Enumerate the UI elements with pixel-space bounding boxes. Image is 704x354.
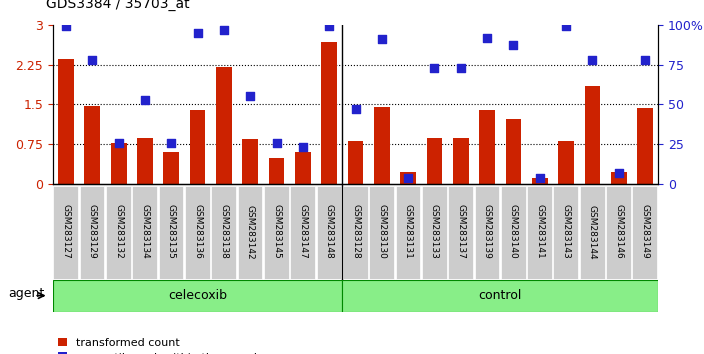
- FancyBboxPatch shape: [501, 186, 526, 279]
- FancyBboxPatch shape: [185, 186, 210, 279]
- Point: [244, 93, 256, 99]
- Point: [324, 23, 335, 29]
- Text: GSM283136: GSM283136: [193, 204, 202, 259]
- Point: [613, 170, 624, 176]
- Bar: [295, 152, 310, 184]
- Text: GSM283133: GSM283133: [430, 204, 439, 259]
- Text: GSM283134: GSM283134: [140, 205, 149, 259]
- Bar: [637, 108, 653, 184]
- Bar: [584, 86, 601, 184]
- Text: GSM283148: GSM283148: [325, 205, 334, 259]
- Point: [508, 42, 519, 48]
- Text: GSM283143: GSM283143: [562, 205, 571, 259]
- FancyBboxPatch shape: [448, 186, 473, 279]
- FancyBboxPatch shape: [606, 186, 631, 279]
- Bar: [269, 158, 284, 184]
- Point: [639, 57, 650, 63]
- Point: [560, 23, 572, 29]
- FancyBboxPatch shape: [132, 186, 157, 279]
- Bar: [111, 143, 127, 184]
- Bar: [53, 280, 342, 312]
- FancyBboxPatch shape: [264, 186, 289, 279]
- FancyBboxPatch shape: [54, 186, 78, 279]
- Point: [271, 140, 282, 145]
- FancyBboxPatch shape: [396, 186, 420, 279]
- Bar: [137, 138, 153, 184]
- Text: GSM283145: GSM283145: [272, 205, 281, 259]
- Bar: [479, 110, 495, 184]
- Point: [587, 57, 598, 63]
- FancyBboxPatch shape: [474, 186, 499, 279]
- Legend: transformed count, percentile rank within the sample: transformed count, percentile rank withi…: [58, 338, 264, 354]
- FancyBboxPatch shape: [632, 186, 658, 279]
- Text: GSM283149: GSM283149: [641, 205, 650, 259]
- Bar: [401, 172, 416, 184]
- Bar: [321, 42, 337, 184]
- Bar: [163, 152, 179, 184]
- FancyBboxPatch shape: [527, 186, 552, 279]
- Text: GSM283142: GSM283142: [246, 205, 255, 259]
- Text: GSM283140: GSM283140: [509, 205, 518, 259]
- Point: [165, 140, 177, 145]
- Bar: [427, 138, 442, 184]
- Text: GSM283128: GSM283128: [351, 205, 360, 259]
- FancyBboxPatch shape: [80, 186, 104, 279]
- Point: [429, 65, 440, 70]
- FancyBboxPatch shape: [580, 186, 605, 279]
- FancyBboxPatch shape: [106, 186, 131, 279]
- Bar: [189, 110, 206, 184]
- Point: [297, 144, 308, 150]
- Text: agent: agent: [8, 287, 44, 301]
- Text: GDS3384 / 35703_at: GDS3384 / 35703_at: [46, 0, 189, 11]
- Bar: [216, 67, 232, 184]
- FancyBboxPatch shape: [158, 186, 183, 279]
- Text: GSM283144: GSM283144: [588, 205, 597, 259]
- Bar: [348, 141, 363, 184]
- Point: [455, 65, 467, 70]
- Text: GSM283139: GSM283139: [483, 204, 491, 259]
- Point: [218, 27, 230, 32]
- Point: [61, 23, 72, 29]
- FancyBboxPatch shape: [211, 186, 236, 279]
- Point: [113, 140, 124, 145]
- Text: GSM283141: GSM283141: [535, 205, 544, 259]
- Text: GSM283138: GSM283138: [220, 204, 228, 259]
- Bar: [58, 59, 74, 184]
- Bar: [374, 107, 390, 184]
- FancyBboxPatch shape: [237, 186, 263, 279]
- Bar: [505, 119, 522, 184]
- FancyBboxPatch shape: [343, 186, 367, 279]
- Text: GSM283131: GSM283131: [403, 204, 413, 259]
- Text: GSM283135: GSM283135: [167, 204, 176, 259]
- Bar: [84, 106, 100, 184]
- Point: [376, 36, 387, 42]
- Text: GSM283130: GSM283130: [377, 204, 386, 259]
- Bar: [342, 280, 658, 312]
- Text: control: control: [479, 289, 522, 302]
- Bar: [611, 172, 627, 184]
- FancyBboxPatch shape: [290, 186, 315, 279]
- Point: [482, 35, 493, 40]
- Point: [87, 57, 98, 63]
- FancyBboxPatch shape: [369, 186, 394, 279]
- Text: GSM283137: GSM283137: [456, 204, 465, 259]
- Text: celecoxib: celecoxib: [168, 289, 227, 302]
- FancyBboxPatch shape: [553, 186, 578, 279]
- Point: [139, 97, 151, 102]
- Text: GSM283147: GSM283147: [298, 205, 308, 259]
- Bar: [532, 178, 548, 184]
- Bar: [242, 139, 258, 184]
- Bar: [453, 138, 469, 184]
- Point: [534, 175, 546, 181]
- FancyBboxPatch shape: [317, 186, 341, 279]
- Text: GSM283129: GSM283129: [88, 205, 96, 259]
- Text: GSM283132: GSM283132: [114, 205, 123, 259]
- FancyBboxPatch shape: [422, 186, 446, 279]
- Point: [403, 175, 414, 181]
- Point: [350, 106, 361, 112]
- Text: GSM283146: GSM283146: [615, 205, 623, 259]
- Text: GSM283127: GSM283127: [61, 205, 70, 259]
- Bar: [558, 141, 574, 184]
- Point: [192, 30, 203, 35]
